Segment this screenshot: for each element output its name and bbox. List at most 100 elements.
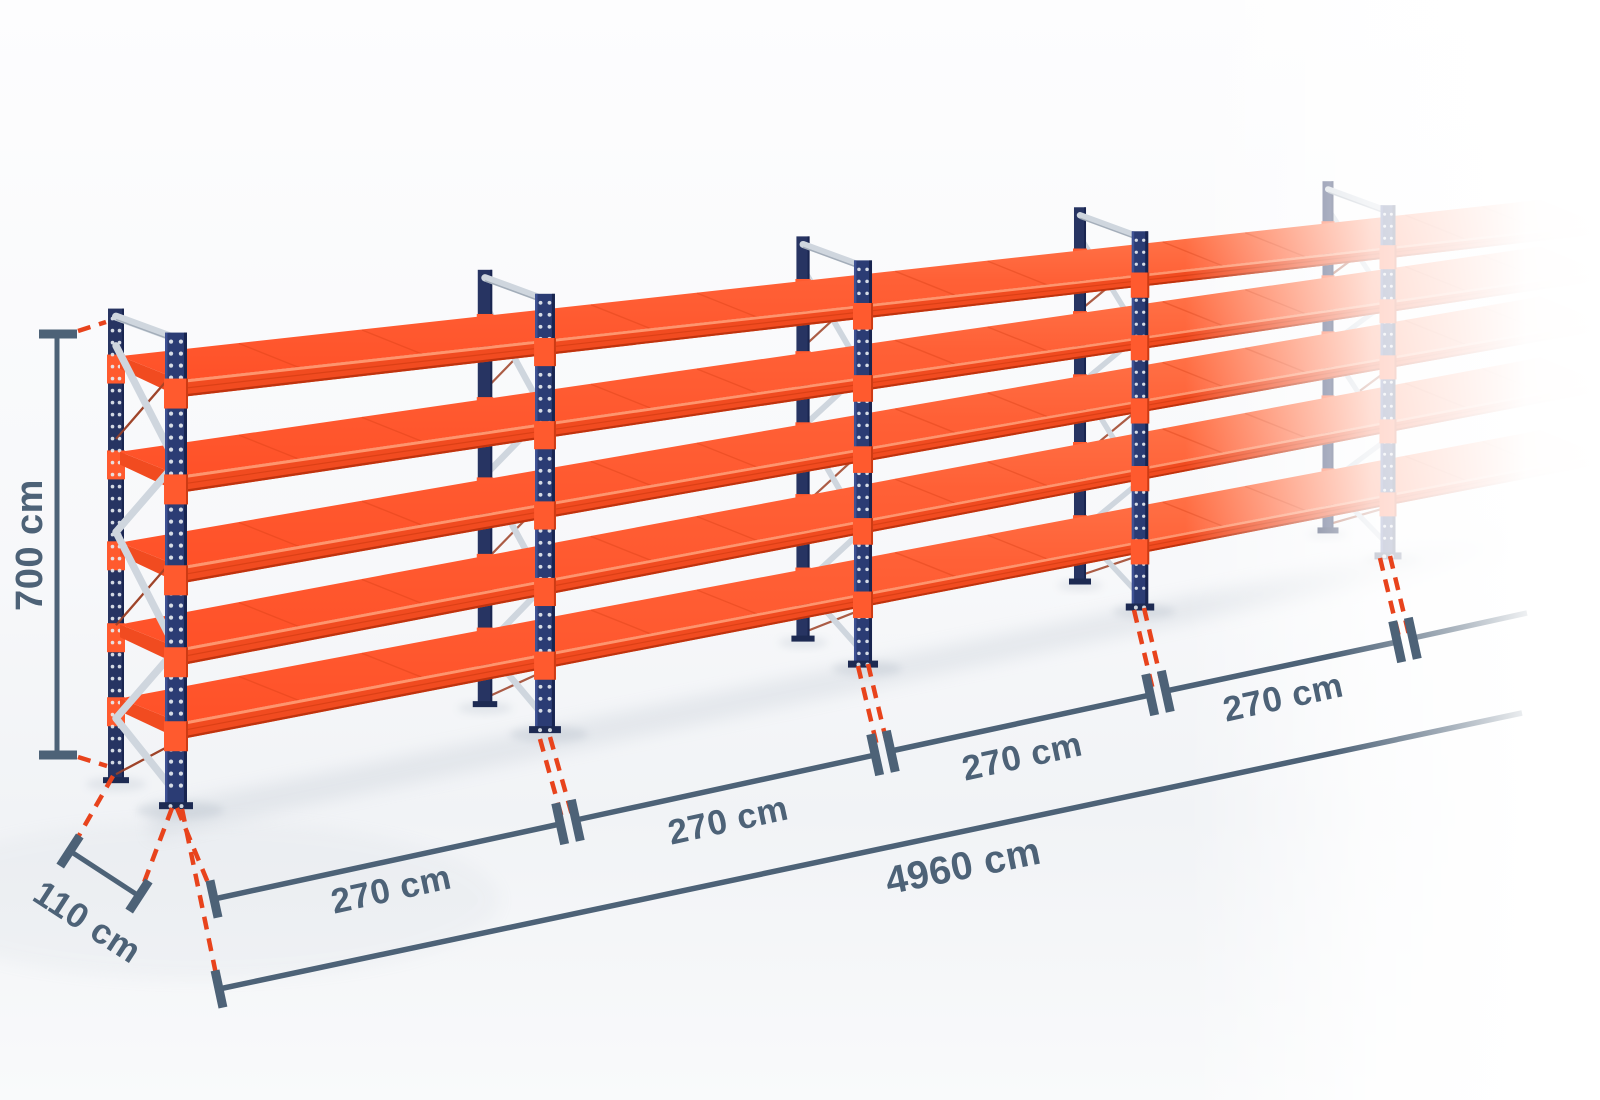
upright-hole [865, 567, 869, 572]
upright-hole [1134, 238, 1138, 242]
upright-hole [117, 400, 122, 405]
beam-connector-edge [553, 501, 556, 530]
upright-hole [168, 639, 174, 644]
upright-hole [538, 468, 543, 473]
upright-hole [110, 628, 115, 633]
guide-dash-total-start [179, 808, 220, 980]
upright-hole [168, 423, 174, 428]
upright-hole [168, 363, 174, 368]
upright-hole [178, 603, 184, 608]
rear-foot-shadow [778, 636, 828, 649]
upright-hole [117, 472, 122, 477]
deck-panel-seam [238, 675, 300, 702]
beam-connector [534, 421, 556, 450]
upright-hole [857, 495, 861, 500]
upright-hole [538, 564, 543, 569]
beam-connector [1130, 466, 1150, 492]
upright-hole [117, 760, 122, 765]
upright-hole [547, 708, 552, 713]
deck-panel-seam [590, 304, 652, 330]
base-plate [847, 660, 879, 668]
beam-connector-edge [553, 337, 556, 367]
upright-hole [1134, 322, 1138, 326]
upright-hole [857, 579, 861, 584]
upright-hole [168, 699, 174, 704]
upright-hole [117, 640, 122, 645]
beam-connector-edge [1147, 272, 1150, 298]
upright-hole [117, 748, 122, 753]
bay-chain-start-cap [205, 879, 223, 919]
upright-hole [117, 676, 122, 681]
upright-hole [1142, 454, 1146, 458]
deck-panel-seam [696, 292, 758, 318]
upright-hole [178, 639, 184, 644]
beam-connector-edge [871, 591, 874, 619]
deck-panel-seam [987, 260, 1048, 286]
upright-hole [857, 567, 861, 572]
frame-top-brace [481, 274, 549, 304]
upright-hole [857, 279, 861, 284]
upright-hole [547, 312, 552, 317]
upright-hole [168, 759, 174, 764]
beam-connector [852, 375, 874, 402]
upright-hole [168, 615, 174, 620]
upright-hole [538, 384, 543, 389]
segment-break [1141, 669, 1175, 717]
upright-hole [110, 436, 115, 441]
deck-panel-seam [987, 534, 1048, 560]
upright-hole [547, 480, 552, 485]
rear-foot-shadow [458, 701, 512, 715]
deck-panel-seam [987, 392, 1048, 418]
upright-hole [168, 507, 174, 512]
frame-top-brace-shade [484, 280, 546, 304]
upright-hole [538, 408, 543, 413]
upright-hole [117, 376, 122, 381]
upright-hole [1142, 250, 1146, 254]
deck-panel-seam [590, 609, 652, 635]
upright-hole [110, 400, 115, 405]
upright-hole [178, 555, 184, 560]
segment-break [866, 729, 900, 777]
upright-hole [538, 552, 543, 557]
base-bolt [538, 728, 543, 733]
upright-hole [547, 384, 552, 389]
upright-hole [1142, 502, 1146, 506]
upright-hole [178, 507, 184, 512]
guide-dash-bay-start [174, 807, 214, 891]
upright-hole [178, 339, 184, 344]
deck-panel-seam [696, 442, 758, 468]
upright-hole [168, 627, 174, 632]
upright-hole [1142, 514, 1146, 518]
upright-hole [178, 519, 184, 524]
upright-hole [857, 267, 861, 272]
deck-panel-seam [238, 601, 300, 628]
upright-hole [168, 543, 174, 548]
upright-hole [168, 531, 174, 536]
upright-hole [178, 711, 184, 716]
upright-hole [547, 636, 552, 641]
beam-connector-edge [871, 518, 874, 545]
upright-hole [168, 339, 174, 344]
depth-dimension [56, 833, 153, 914]
beam-connector-edge [185, 565, 188, 596]
upright-hole [865, 351, 869, 356]
deck-panel-seam [361, 578, 423, 605]
upright-hole [1134, 382, 1138, 386]
upright-hole [538, 372, 543, 377]
beam-connector-edge [553, 577, 556, 607]
upright-hole [1142, 586, 1146, 590]
bay-chain-line [213, 610, 1528, 902]
upright-hole [110, 556, 115, 561]
upright-hole [110, 424, 115, 429]
upright-hole [865, 291, 869, 296]
upright-hole [547, 324, 552, 329]
upright-frame [159, 332, 193, 810]
upright-hole [110, 640, 115, 645]
deck-panel-seam [238, 521, 300, 548]
upright-hole [110, 448, 115, 453]
upright-hole [1142, 370, 1146, 374]
upright-hole [178, 783, 184, 788]
ambient-shadow [0, 820, 500, 980]
deck-panel-seam [590, 383, 652, 409]
